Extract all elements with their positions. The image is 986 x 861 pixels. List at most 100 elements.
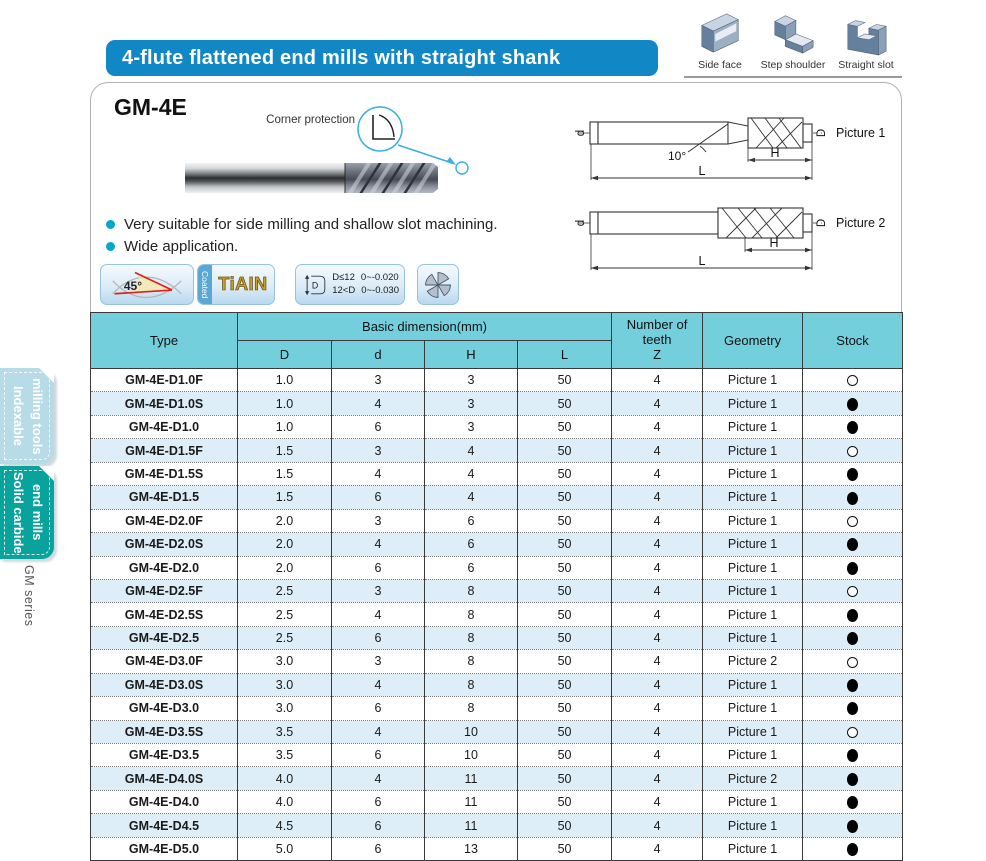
col-header-H: H	[424, 340, 518, 369]
table-row: GM-4E-D1.0F 1.0 3 3 50 4 Picture 1	[90, 367, 904, 393]
table-row: GM-4E-D2.5S 2.5 4 8 50 4 Picture 1	[90, 602, 904, 627]
cell-H: 6	[424, 508, 518, 534]
cell-d: 4	[331, 461, 425, 487]
cell-geometry: Picture 1	[702, 789, 804, 815]
table-row: GM-4E-D2.0S 2.0 4 6 50 4 Picture 1	[90, 532, 904, 557]
cell-geometry: Picture 1	[702, 508, 804, 534]
cell-d: 6	[331, 836, 425, 861]
cell-stock	[802, 578, 904, 604]
table-row: GM-4E-D2.5F 2.5 3 8 50 4 Picture 1	[90, 578, 904, 604]
cell-Z: 4	[611, 742, 704, 768]
cell-D: 2.0	[237, 508, 332, 534]
col-header-D: D	[237, 340, 332, 369]
stock-filled-icon	[847, 679, 859, 692]
drawing-caption: Picture 2	[836, 216, 885, 230]
cell-D: 4.5	[237, 813, 332, 838]
tolerance-badge: D D≤12 0~-0.020 12<D 0~-0.030	[295, 264, 405, 305]
cell-L: 50	[516, 532, 613, 557]
cell-H: 3	[424, 414, 518, 440]
cell-type: GM-4E-D2.0S	[90, 532, 238, 557]
cell-L: 50	[516, 367, 613, 393]
feature-list: Very suitable for side milling and shall…	[106, 216, 498, 260]
workpiece-label: Side face	[698, 59, 742, 71]
series-label: GM series	[22, 565, 36, 627]
cell-Z: 4	[611, 602, 704, 627]
cell-stock	[802, 532, 904, 557]
helix-angle-icon: 45°	[112, 271, 182, 299]
cell-D: 1.0	[237, 414, 332, 440]
cell-geometry: Picture 1	[702, 438, 804, 463]
cell-d: 3	[331, 438, 425, 463]
cell-D: 2.5	[237, 578, 332, 604]
cell-d: 6	[331, 625, 425, 651]
cell-geometry: Picture 1	[702, 461, 804, 487]
cell-Z: 4	[611, 625, 704, 651]
stock-open-icon	[847, 656, 859, 668]
cell-type: GM-4E-D5.0	[90, 836, 238, 861]
cell-D: 1.0	[237, 367, 332, 393]
cell-stock	[802, 485, 904, 510]
cell-type: GM-4E-D3.0S	[90, 672, 238, 698]
cell-geometry: Picture 1	[702, 813, 804, 838]
dim-d: d	[575, 220, 587, 226]
dim-H: H	[769, 236, 778, 250]
cell-type: GM-4E-D3.0F	[90, 649, 238, 674]
cell-geometry: Picture 1	[702, 602, 804, 627]
cell-stock	[802, 813, 904, 838]
cell-D: 4.0	[237, 766, 332, 791]
coated-label: Coated	[198, 265, 212, 304]
cell-Z: 4	[611, 672, 704, 698]
sidebar-tab-label: Solid carbide end mills	[11, 471, 45, 554]
cell-stock	[802, 672, 904, 698]
cell-H: 8	[424, 649, 518, 674]
cell-D: 3.0	[237, 649, 332, 674]
cell-H: 8	[424, 625, 518, 651]
cell-H: 8	[424, 578, 518, 604]
workpiece-label: Step shoulder	[760, 59, 826, 71]
tolerance-value: 0~-0.030	[361, 284, 399, 296]
cell-Z: 4	[611, 649, 704, 674]
cell-L: 50	[516, 602, 613, 627]
flute-cross-section-icon	[425, 271, 451, 298]
cell-Z: 4	[611, 438, 704, 463]
cell-type: GM-4E-D4.5	[90, 813, 238, 838]
cell-H: 6	[424, 532, 518, 557]
cell-D: 5.0	[237, 836, 332, 861]
sidebar-tab-indexable-milling-tools[interactable]: Indexable milling tools	[0, 368, 54, 464]
cell-H: 11	[424, 789, 518, 815]
cell-H: 4	[424, 461, 518, 487]
cell-d: 3	[331, 367, 425, 393]
tolerance-symbol: D	[312, 280, 318, 290]
straight-slot-icon	[846, 20, 888, 56]
tolerance-lines: D≤12 0~-0.020 12<D 0~-0.030	[332, 272, 399, 298]
cell-geometry: Picture 1	[702, 367, 804, 393]
cell-geometry: Picture 1	[702, 719, 804, 745]
cell-stock	[802, 508, 904, 534]
cell-L: 50	[516, 649, 613, 674]
cell-Z: 4	[611, 461, 704, 487]
workpiece-label: Straight slot	[838, 59, 894, 71]
cell-type: GM-4E-D4.0S	[90, 766, 238, 791]
table-row: GM-4E-D3.0S 3.0 4 8 50 4 Picture 1	[90, 672, 904, 698]
cell-D: 3.5	[237, 742, 332, 768]
cell-stock	[802, 696, 904, 721]
cell-type: GM-4E-D1.0	[90, 414, 238, 440]
table-row: GM-4E-D2.0F 2.0 3 6 50 4 Picture 1	[90, 508, 904, 534]
cell-D: 2.5	[237, 625, 332, 651]
cell-geometry: Picture 1	[702, 742, 804, 768]
dim-d: d	[575, 130, 587, 136]
stock-open-icon	[847, 516, 859, 528]
table-row: GM-4E-D4.0 4.0 6 11 50 4 Picture 1	[90, 789, 904, 815]
col-header-basic-dimension: Basic dimension(mm)	[236, 312, 613, 341]
drawing-picture-1: 10° H L d D Picture 1	[560, 100, 896, 188]
cell-Z: 4	[611, 485, 704, 510]
stock-filled-icon	[847, 491, 859, 505]
cell-stock	[802, 391, 904, 416]
cell-L: 50	[516, 742, 613, 768]
cell-D: 1.5	[237, 438, 332, 463]
sidebar-tab-solid-carbide-end-mills[interactable]: Solid carbide end mills	[0, 466, 54, 559]
stock-filled-icon	[847, 702, 859, 716]
cell-D: 4.0	[237, 789, 332, 815]
cell-Z: 4	[611, 578, 704, 604]
feature-item: Wide application.	[106, 238, 498, 255]
